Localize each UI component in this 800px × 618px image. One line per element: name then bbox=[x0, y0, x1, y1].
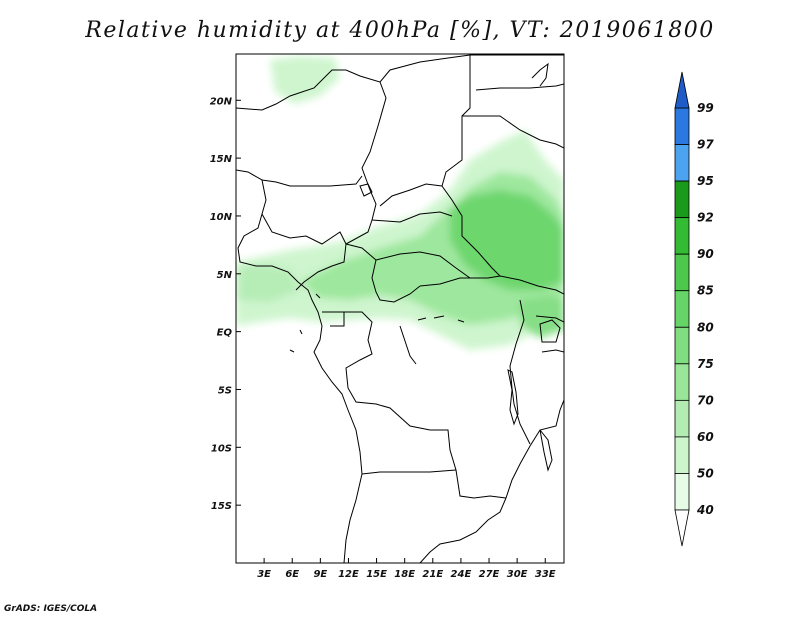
border-5 bbox=[261, 213, 347, 291]
coastlines-borders bbox=[236, 54, 564, 563]
border-13 bbox=[505, 399, 564, 499]
west-coast bbox=[236, 169, 363, 563]
border-10 bbox=[345, 243, 377, 261]
lat-tick-label: 5N bbox=[217, 270, 233, 281]
humidity-patch-west bbox=[236, 264, 300, 302]
congo-basin-border bbox=[399, 325, 417, 365]
colorbar-box bbox=[674, 107, 690, 145]
colorbar-box bbox=[674, 399, 690, 438]
border-15 bbox=[361, 469, 457, 475]
border-2 bbox=[379, 54, 471, 83]
colorbar-label: 90 bbox=[697, 247, 714, 261]
border-14 bbox=[419, 497, 507, 563]
lon-tick-label: 3E bbox=[257, 569, 271, 580]
lat-tick-label: EQ bbox=[217, 328, 233, 339]
lat-tick-label: 5S bbox=[218, 385, 232, 396]
lon-tick-label: 12E bbox=[338, 569, 359, 580]
gulf-islands bbox=[289, 293, 465, 353]
humidity-patch-north bbox=[270, 56, 340, 104]
colorbar-box bbox=[674, 363, 690, 401]
border-18 bbox=[541, 349, 564, 353]
border-1 bbox=[236, 69, 387, 245]
map-frame bbox=[235, 53, 565, 564]
colorbar-bottom-arrow bbox=[674, 509, 690, 547]
lon-tick-label: 9E bbox=[313, 569, 327, 580]
colorbar-box bbox=[674, 326, 690, 365]
sinai-coast bbox=[531, 62, 549, 87]
border-6 bbox=[371, 211, 453, 223]
border-16 bbox=[509, 299, 531, 445]
lat-tick-label: 15N bbox=[210, 154, 233, 165]
lake-malawi bbox=[539, 429, 553, 472]
colorbar-box bbox=[674, 217, 690, 255]
border-9 bbox=[419, 277, 480, 287]
border-8 bbox=[371, 259, 421, 303]
lon-tick-label: 30E bbox=[507, 569, 528, 580]
colorbar-label: 50 bbox=[697, 466, 714, 480]
lon-tick-label: 6E bbox=[285, 569, 299, 580]
lon-axis: 3E 6E 9E 12E 15E 18E 21E 24E 27E 30E 33E bbox=[257, 558, 556, 580]
colorbar-label: 75 bbox=[697, 357, 714, 371]
colorbar-box bbox=[674, 436, 690, 474]
colorbar-label: 97 bbox=[697, 138, 714, 152]
border-4 bbox=[261, 175, 363, 187]
lat-tick-label: 15S bbox=[211, 501, 232, 512]
lon-tick-label: 27E bbox=[479, 569, 500, 580]
lat-tick-label: 20N bbox=[210, 96, 233, 107]
colorbar-label: 40 bbox=[696, 503, 714, 517]
colorbar-top-arrow bbox=[674, 71, 690, 109]
colorbar-box bbox=[674, 253, 690, 292]
lat-axis: 20N 15N 10N 5N EQ 5S 10S 15S bbox=[210, 96, 241, 512]
border-20 bbox=[475, 83, 564, 91]
border-11 bbox=[322, 311, 345, 327]
border-3 bbox=[441, 55, 501, 277]
colorbar-box bbox=[674, 180, 690, 219]
credit-text: GrADS: IGES/COLA bbox=[4, 604, 98, 614]
colorbar-box bbox=[674, 290, 690, 328]
colorbar-label: 60 bbox=[697, 430, 714, 444]
lon-tick-label: 33E bbox=[535, 569, 556, 580]
border-17 bbox=[535, 315, 564, 323]
colorbar-label: 80 bbox=[697, 320, 714, 334]
colorbar-label: 92 bbox=[697, 211, 714, 225]
humidity-band-core bbox=[450, 190, 564, 290]
sudan-border bbox=[379, 183, 443, 207]
lat-tick-label: 10S bbox=[211, 443, 232, 454]
lon-tick-label: 24E bbox=[451, 569, 472, 580]
lon-tick-label: 21E bbox=[422, 569, 443, 580]
lon-tick-label: 15E bbox=[366, 569, 387, 580]
border-12 bbox=[344, 311, 507, 499]
lake-victoria bbox=[539, 319, 561, 343]
humidity-shading bbox=[236, 56, 564, 350]
colorbar-label: 70 bbox=[697, 393, 714, 407]
colorbar-label: 95 bbox=[697, 174, 714, 188]
map-title: Relative humidity at 400hPa [%], VT: 201… bbox=[85, 18, 715, 43]
lon-tick-label: 18E bbox=[394, 569, 415, 580]
lake-tanganyika bbox=[507, 369, 519, 426]
colorbar-label: 99 bbox=[697, 101, 714, 115]
colorbar: 99 97 95 92 90 85 80 75 70 60 50 40 bbox=[674, 71, 714, 547]
colorbar-box bbox=[674, 473, 690, 511]
lake-chad bbox=[359, 183, 373, 197]
lat-tick-label: 10N bbox=[210, 212, 233, 223]
colorbar-box bbox=[674, 144, 690, 182]
river-nile bbox=[462, 115, 564, 149]
colorbar-label: 85 bbox=[697, 284, 714, 298]
